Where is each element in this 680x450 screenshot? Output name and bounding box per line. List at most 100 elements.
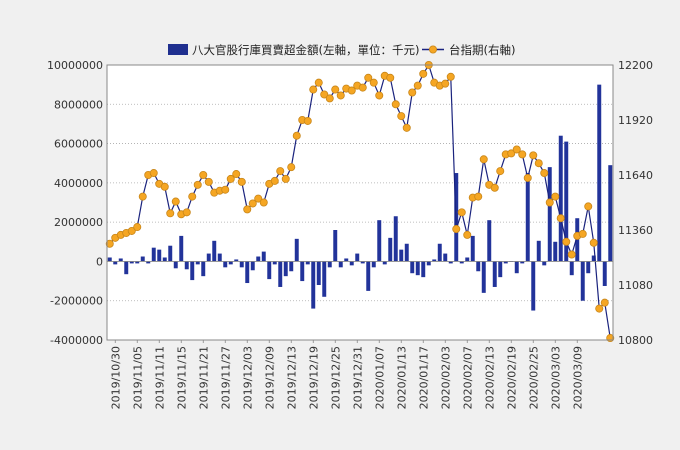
bar bbox=[344, 258, 349, 262]
line-point bbox=[226, 174, 235, 183]
bar bbox=[261, 251, 266, 262]
bar bbox=[586, 261, 591, 274]
line-point bbox=[369, 78, 378, 87]
bar bbox=[289, 261, 294, 272]
line-point bbox=[314, 78, 323, 87]
bar bbox=[195, 261, 200, 265]
bar bbox=[140, 256, 145, 262]
plot-area bbox=[107, 65, 613, 340]
bar bbox=[338, 261, 343, 268]
bar bbox=[250, 261, 255, 271]
line-point bbox=[589, 238, 598, 247]
bar bbox=[305, 261, 310, 265]
bar bbox=[448, 261, 453, 264]
line-point bbox=[479, 155, 488, 164]
bar bbox=[514, 261, 519, 274]
line-point bbox=[507, 149, 516, 158]
x-tick-label: 2019/11/21 bbox=[197, 346, 210, 409]
bar bbox=[553, 241, 558, 262]
right-tick-label: 11360 bbox=[618, 224, 653, 237]
legend-bar-swatch bbox=[168, 44, 188, 55]
bar bbox=[597, 84, 602, 262]
legend-line-marker bbox=[428, 45, 437, 54]
bar bbox=[201, 261, 206, 277]
plot-frame bbox=[106, 64, 614, 341]
bar bbox=[245, 261, 250, 284]
left-tick-label: 4000000 bbox=[54, 177, 103, 190]
bar bbox=[536, 240, 541, 262]
bar bbox=[542, 261, 547, 266]
x-tick-label: 2020/03/09 bbox=[571, 346, 584, 409]
right-tick-label: 11080 bbox=[618, 279, 653, 292]
line-point bbox=[358, 83, 367, 92]
line-point bbox=[105, 239, 114, 248]
line-point bbox=[452, 225, 461, 234]
line-point bbox=[419, 69, 428, 78]
bar bbox=[371, 261, 376, 268]
bar bbox=[190, 261, 195, 281]
line-point bbox=[529, 151, 538, 160]
line-point bbox=[188, 192, 197, 201]
line-point bbox=[463, 230, 472, 239]
x-tick-label: 2019/12/03 bbox=[241, 346, 254, 409]
bar-series bbox=[107, 84, 613, 311]
line-point bbox=[199, 170, 208, 179]
x-tick-label: 2019/12/19 bbox=[307, 346, 320, 409]
line-point bbox=[595, 304, 604, 313]
line-point bbox=[518, 150, 527, 159]
x-tick-label: 2020/02/19 bbox=[505, 346, 518, 409]
legend: 八大官股行庫買賣超金額(左軸，單位：千元) 台指期(右軸) bbox=[168, 43, 515, 57]
bar bbox=[179, 235, 184, 262]
line-point bbox=[600, 298, 609, 307]
bar bbox=[322, 261, 327, 297]
bar bbox=[217, 253, 222, 262]
bar bbox=[223, 261, 228, 268]
left-tick-label: 8000000 bbox=[54, 98, 103, 111]
left-tick-label: -2000000 bbox=[50, 295, 103, 308]
bar bbox=[421, 261, 426, 278]
bar bbox=[113, 261, 118, 265]
bar bbox=[520, 261, 525, 264]
line-point bbox=[562, 237, 571, 246]
x-tick-label: 2019/12/13 bbox=[285, 346, 298, 409]
line-point bbox=[413, 81, 422, 90]
right-tick-label: 11920 bbox=[618, 114, 653, 127]
bar bbox=[591, 255, 596, 262]
line-point bbox=[331, 85, 340, 94]
bar bbox=[173, 261, 178, 269]
left-tick-label: -4000000 bbox=[50, 334, 103, 347]
line-point bbox=[446, 72, 455, 81]
line-point bbox=[534, 159, 543, 168]
line-point bbox=[292, 131, 301, 140]
bar bbox=[129, 261, 134, 264]
x-tick-label: 2019/11/27 bbox=[219, 346, 232, 409]
line-point bbox=[309, 85, 318, 94]
x-tick-label: 2019/11/11 bbox=[153, 346, 166, 409]
bar bbox=[162, 257, 167, 262]
left-tick-label: 10000000 bbox=[47, 59, 103, 72]
bar bbox=[564, 141, 569, 262]
axes bbox=[106, 64, 614, 341]
bar bbox=[206, 253, 211, 262]
line-point bbox=[408, 88, 417, 97]
x-tick-label: 2019/12/31 bbox=[351, 346, 364, 409]
bar bbox=[184, 261, 189, 270]
legend-bar-label: 八大官股行庫買賣超金額(左軸，單位：千元) bbox=[192, 43, 419, 57]
bar bbox=[470, 235, 475, 262]
line-point bbox=[133, 223, 142, 232]
x-tick-label: 2020/01/17 bbox=[417, 346, 430, 409]
right-tick-label: 12200 bbox=[618, 59, 653, 72]
line-point bbox=[127, 226, 136, 235]
line-point bbox=[375, 91, 384, 100]
line-point bbox=[441, 79, 450, 88]
x-tick-label: 2019/12/25 bbox=[329, 346, 342, 409]
x-tick-label: 2019/12/09 bbox=[263, 346, 276, 409]
bar bbox=[415, 261, 420, 276]
bar bbox=[349, 261, 354, 266]
bar bbox=[135, 261, 140, 264]
x-tick-label: 2020/02/25 bbox=[527, 346, 540, 409]
bar bbox=[157, 249, 162, 262]
right-tick-label: 11640 bbox=[618, 169, 653, 182]
bar bbox=[503, 261, 508, 264]
